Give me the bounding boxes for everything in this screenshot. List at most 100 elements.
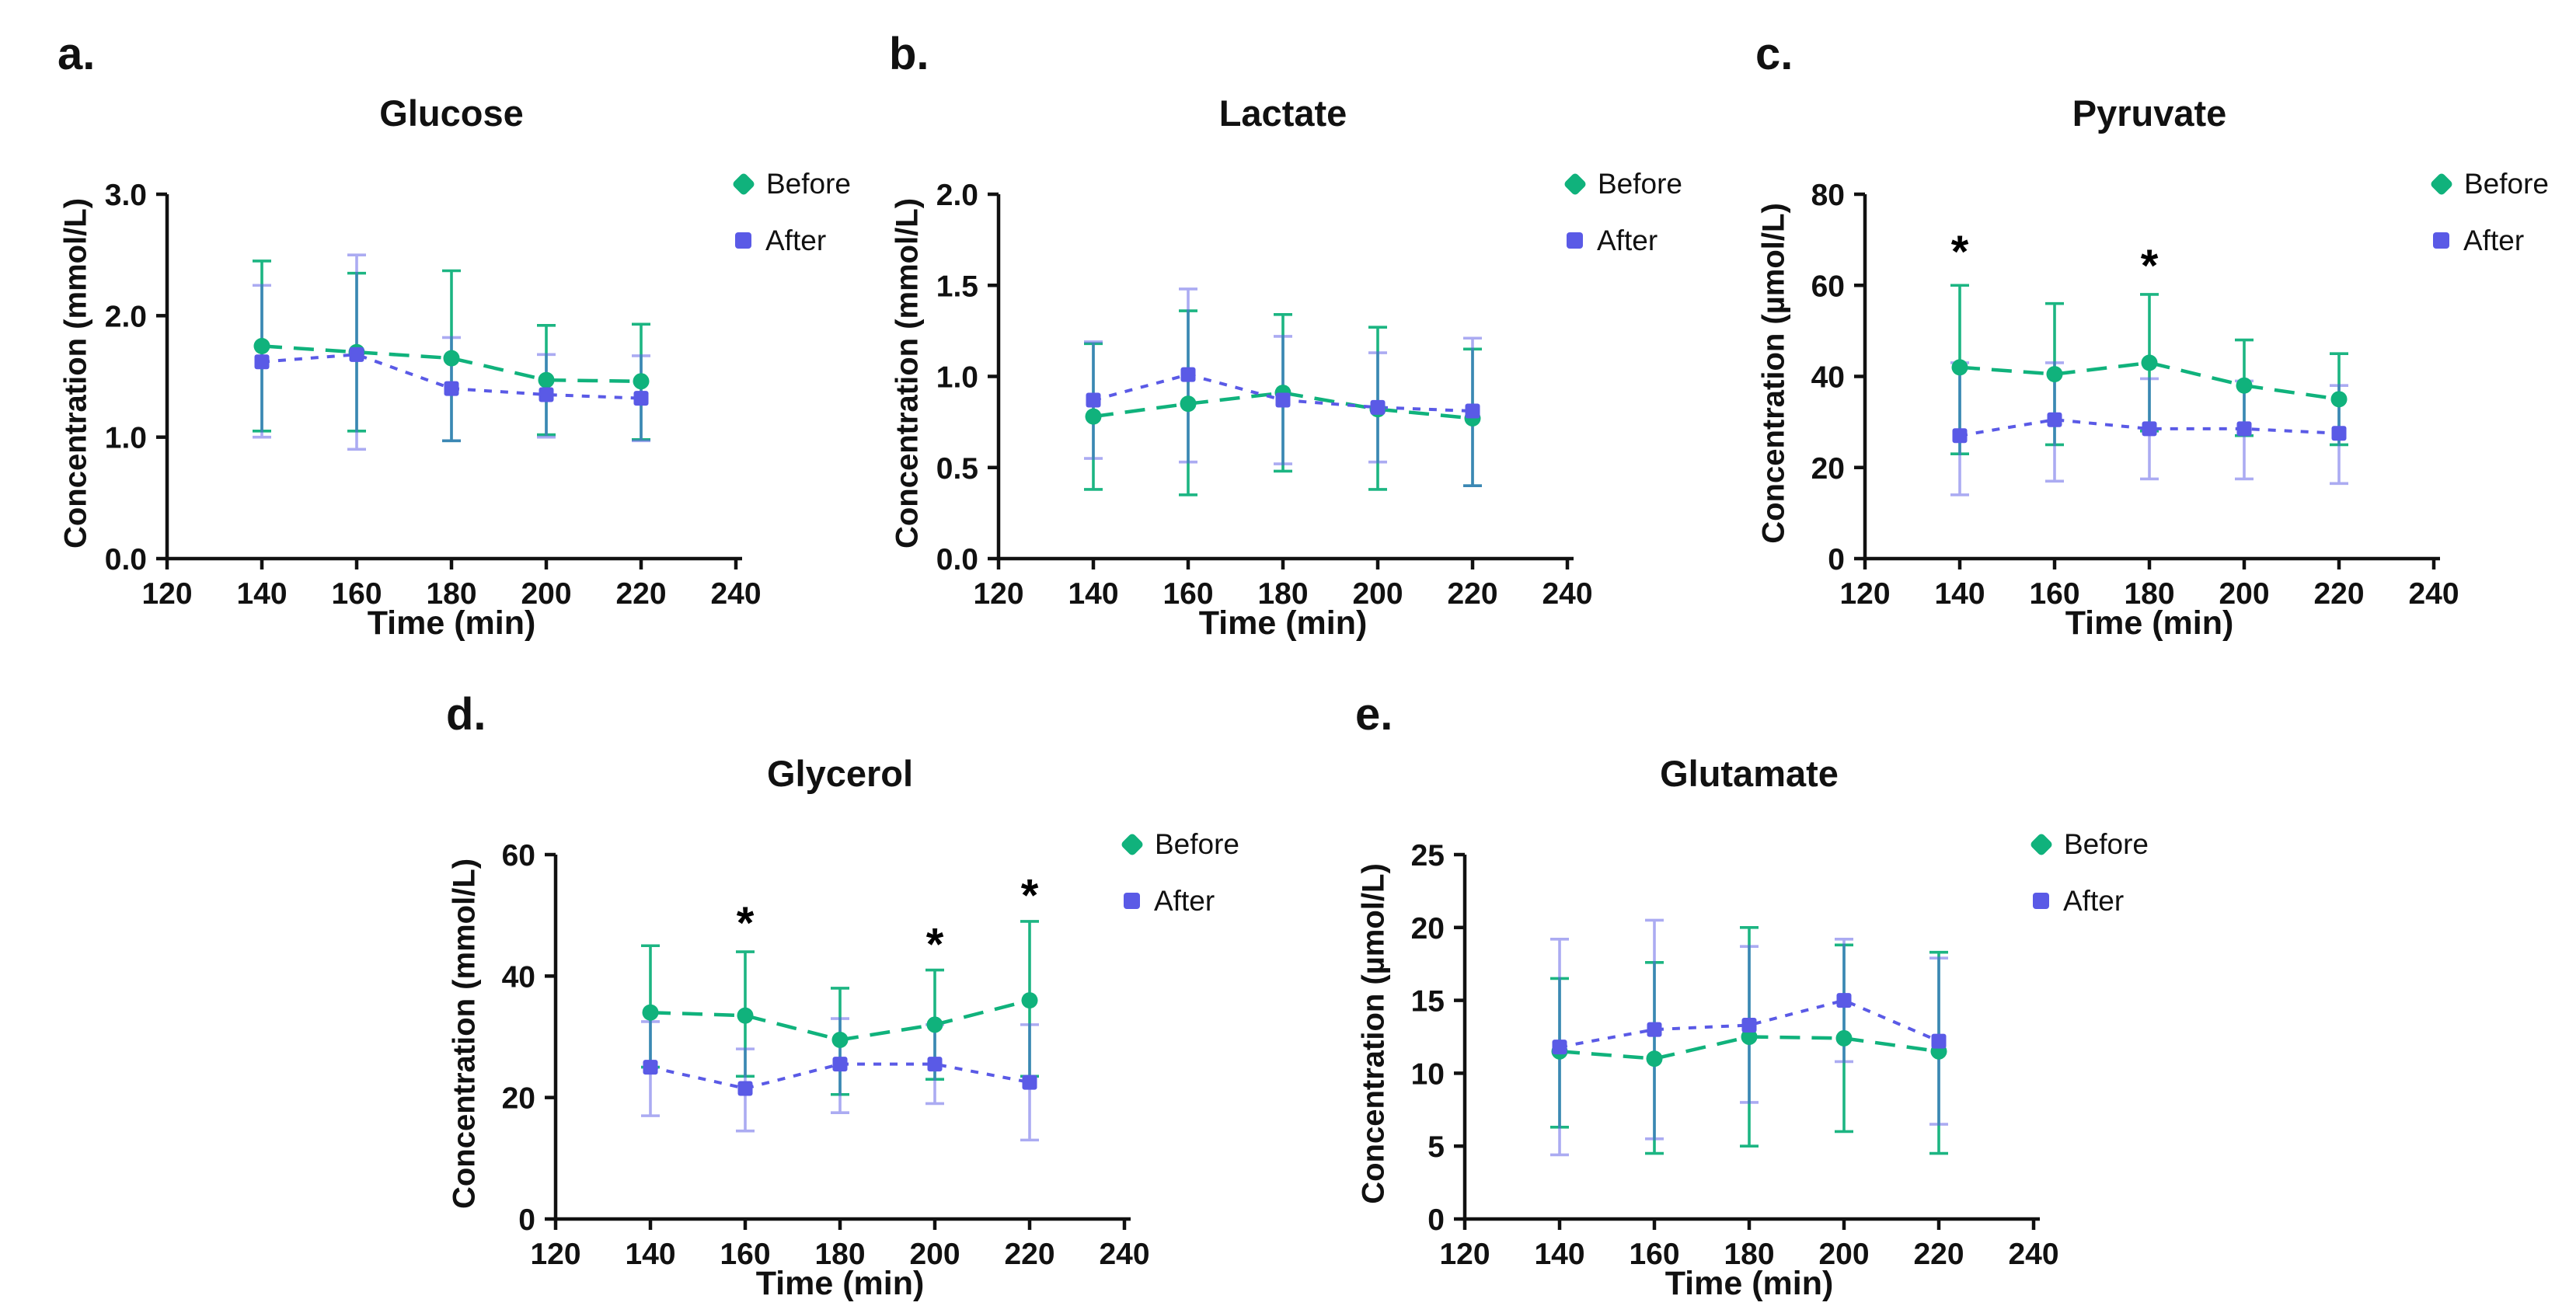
svg-text:160: 160 — [1629, 1238, 1679, 1271]
svg-text:3.0: 3.0 — [105, 179, 147, 212]
legend: Before After — [2429, 168, 2550, 255]
legend-item-after: After — [2033, 886, 2149, 915]
svg-text:15: 15 — [1411, 985, 1445, 1019]
svg-text:220: 220 — [1913, 1238, 1964, 1271]
svg-text:60: 60 — [502, 839, 535, 872]
svg-text:25: 25 — [1411, 839, 1445, 872]
svg-text:240: 240 — [1542, 577, 1592, 611]
svg-text:180: 180 — [2124, 577, 2174, 611]
after-marker-icon — [1567, 232, 1583, 249]
legend-item-before: Before — [731, 168, 852, 200]
panel-letter: b. — [889, 29, 929, 79]
svg-text:240: 240 — [710, 577, 761, 611]
svg-text:20: 20 — [1811, 452, 1845, 486]
svg-text:240: 240 — [2408, 577, 2459, 611]
svg-text:1.0: 1.0 — [105, 422, 147, 455]
after-marker-icon — [735, 232, 751, 249]
svg-text:200: 200 — [1352, 577, 1403, 611]
svg-text:20: 20 — [1411, 912, 1445, 946]
after-marker-icon — [2433, 232, 2449, 249]
panel-letter: e. — [1355, 689, 1393, 740]
svg-text:0: 0 — [518, 1203, 535, 1237]
after-marker-icon — [2033, 893, 2049, 909]
svg-text:140: 140 — [625, 1238, 675, 1271]
panel-glycerol: 0 20 40 60 120 140 160 180 200 220 240 * * * d. Glyce… — [435, 684, 1290, 1313]
glutamate-plot: 0 5 10 15 20 25 120 140 160 180 200 220 240 — [1411, 839, 2059, 1271]
svg-text:40: 40 — [1811, 361, 1845, 395]
panel-letter: c. — [1755, 29, 1793, 79]
svg-text:140: 140 — [1934, 577, 1985, 611]
svg-text:*: * — [1951, 227, 1969, 277]
legend-label: After — [765, 225, 827, 256]
y-axis-label: Concentration (µmol/L) — [1756, 203, 1791, 544]
legend: Before After — [731, 168, 852, 256]
legend-label: After — [1597, 225, 1658, 256]
panel-letter: d. — [446, 689, 486, 740]
y-axis-label: Concentration (mmol/L) — [58, 197, 93, 549]
svg-text:200: 200 — [1818, 1238, 1869, 1271]
svg-text:80: 80 — [1811, 179, 1845, 212]
svg-text:220: 220 — [1004, 1238, 1054, 1271]
svg-text:1.5: 1.5 — [936, 270, 978, 303]
legend-item-before: Before — [2029, 828, 2149, 860]
svg-text:180: 180 — [1724, 1238, 1774, 1271]
legend-item-after: After — [1567, 226, 1682, 255]
svg-text:220: 220 — [2313, 577, 2364, 611]
svg-text:160: 160 — [331, 577, 382, 611]
svg-text:2.0: 2.0 — [936, 179, 978, 212]
svg-text:0.0: 0.0 — [105, 543, 147, 576]
glucose-plot: 0.0 1.0 2.0 3.0 120 140 160 180 200 220 240 — [105, 179, 762, 611]
legend-label: After — [1154, 885, 1215, 917]
panel-letter: a. — [58, 29, 96, 79]
svg-text:200: 200 — [909, 1238, 960, 1271]
x-axis-label: Time (min) — [367, 604, 536, 642]
y-axis-label: Concentration (mmol/L) — [447, 858, 482, 1210]
x-axis-label: Time (min) — [755, 1265, 925, 1302]
x-axis-label: Time (min) — [1664, 1265, 1834, 1302]
svg-text:0.0: 0.0 — [936, 543, 978, 576]
svg-text:*: * — [2141, 241, 2159, 291]
legend-label: After — [2063, 885, 2125, 917]
svg-text:120: 120 — [141, 577, 192, 611]
svg-text:180: 180 — [814, 1238, 865, 1271]
svg-text:0: 0 — [1828, 543, 1845, 576]
y-axis-label: Concentration (µmol/L) — [1356, 863, 1391, 1204]
before-marker-icon — [1120, 831, 1145, 857]
chart-title: Glycerol — [766, 753, 914, 794]
chart-title: Glucose — [379, 92, 524, 134]
legend: Before After — [2029, 828, 2149, 915]
svg-text:180: 180 — [1257, 577, 1308, 611]
svg-text:60: 60 — [1811, 270, 1845, 303]
chart-title: Lactate — [1218, 92, 1347, 134]
svg-text:10: 10 — [1411, 1057, 1445, 1091]
svg-text:220: 220 — [1447, 577, 1497, 611]
legend-item-before: Before — [1120, 830, 1239, 858]
svg-text:1.0: 1.0 — [936, 361, 978, 395]
svg-text:140: 140 — [1534, 1238, 1584, 1271]
svg-text:*: * — [926, 919, 944, 970]
svg-text:160: 160 — [2029, 577, 2079, 611]
svg-text:200: 200 — [2219, 577, 2269, 611]
legend-label: Before — [1598, 168, 1683, 200]
svg-text:120: 120 — [973, 577, 1023, 611]
after-marker-icon — [1124, 893, 1140, 909]
legend: Before After — [1120, 830, 1239, 917]
svg-text:120: 120 — [1839, 577, 1890, 611]
legend: Before After — [1563, 168, 1683, 255]
legend-label: Before — [766, 168, 852, 200]
panel-glucose: 0.0 1.0 2.0 3.0 120 140 160 180 200 220 240 a. Glu… — [47, 23, 901, 653]
y-axis-label: Concentration (mmol/L) — [890, 197, 925, 549]
svg-text:120: 120 — [1439, 1238, 1490, 1271]
svg-text:2.0: 2.0 — [105, 300, 147, 333]
svg-text:240: 240 — [2008, 1238, 2058, 1271]
chart-title: Glutamate — [1660, 753, 1839, 794]
svg-text:180: 180 — [426, 577, 476, 611]
svg-text:160: 160 — [1163, 577, 1213, 611]
svg-text:40: 40 — [502, 960, 535, 994]
panel-lactate: 0.0 0.5 1.0 1.5 2.0 120 140 160 180 200 220 240 b. … — [878, 23, 1733, 653]
svg-text:120: 120 — [530, 1238, 580, 1271]
lactate-plot: 0.0 0.5 1.0 1.5 2.0 120 140 160 180 200 220 240 — [936, 179, 1593, 611]
legend-label: Before — [2064, 828, 2149, 860]
legend-label: Before — [2464, 168, 2550, 200]
